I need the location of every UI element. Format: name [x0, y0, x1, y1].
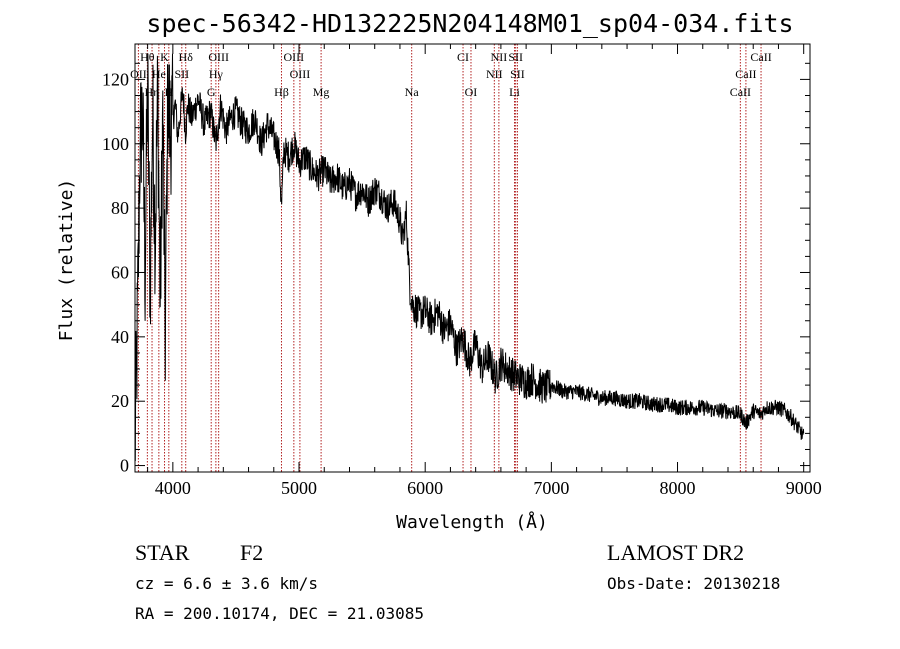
object-class: STAR	[135, 540, 190, 565]
spectrum-line	[134, 53, 805, 462]
line-marker-label: OIII	[290, 67, 311, 81]
x-tick-label: 6000	[407, 478, 443, 498]
line-marker-label: CI	[457, 50, 469, 64]
x-tick-label: 7000	[533, 478, 569, 498]
line-marker-label: OIII	[208, 50, 229, 64]
plot-frame	[134, 43, 811, 473]
line-marker-label: SII	[174, 67, 189, 81]
line-marker-label: CaII	[750, 50, 771, 64]
y-tick-label: 60	[111, 262, 129, 282]
line-marker-label: OII	[130, 67, 147, 81]
line-marker-label: OIII	[284, 50, 305, 64]
ra-dec: RA = 200.10174, DEC = 21.03085	[135, 604, 424, 623]
x-tick-label: 4000	[155, 478, 191, 498]
y-tick-label: 40	[111, 327, 129, 347]
line-marker-label: Mg	[313, 85, 330, 99]
line-marker-label: Hδ	[179, 50, 194, 64]
y-tick-label: 80	[111, 198, 129, 218]
obs-date: Obs-Date: 20130218	[607, 574, 780, 593]
line-marker-label: Hγ	[209, 67, 224, 81]
line-marker-label: K	[160, 50, 169, 64]
y-tick-label: 120	[102, 69, 129, 89]
x-tick-label: 5000	[281, 478, 317, 498]
line-marker-label: He	[152, 67, 166, 81]
x-axis-ticks: 4000 5000 6000 7000 8000 9000	[147, 44, 822, 498]
redshift-cz: cz = 6.6 ± 3.6 km/s	[135, 574, 318, 593]
y-tick-label: 20	[111, 391, 129, 411]
y-tick-label: 100	[102, 134, 129, 154]
x-tick-label: 9000	[786, 478, 822, 498]
y-axis-ticks: 0 20 40 60 80 100 120	[102, 62, 810, 476]
line-marker-label: G	[207, 85, 216, 99]
x-tick-label: 8000	[660, 478, 696, 498]
y-axis-label: Flux (relative)	[56, 179, 77, 342]
line-marker-label: NII	[491, 50, 508, 64]
line-marker-label: CaII	[730, 85, 751, 99]
line-marker-label: Li	[509, 85, 520, 99]
object-subclass: F2	[240, 540, 263, 565]
survey-name: LAMOST DR2	[607, 540, 744, 565]
line-marker-label: OI	[465, 85, 478, 99]
line-marker-label: Na	[405, 85, 420, 99]
line-marker-label: Hβ	[274, 85, 289, 99]
y-tick-label: 0	[120, 456, 129, 476]
chart-title: spec-56342-HD132225N204148M01_sp04-034.f…	[146, 9, 793, 38]
line-marker-label: SII	[510, 67, 525, 81]
line-marker-label: NII	[486, 67, 503, 81]
line-marker-label: SII	[508, 50, 523, 64]
x-axis-label: Wavelength (Å)	[396, 511, 548, 533]
line-marker-label: CaII	[735, 67, 756, 81]
